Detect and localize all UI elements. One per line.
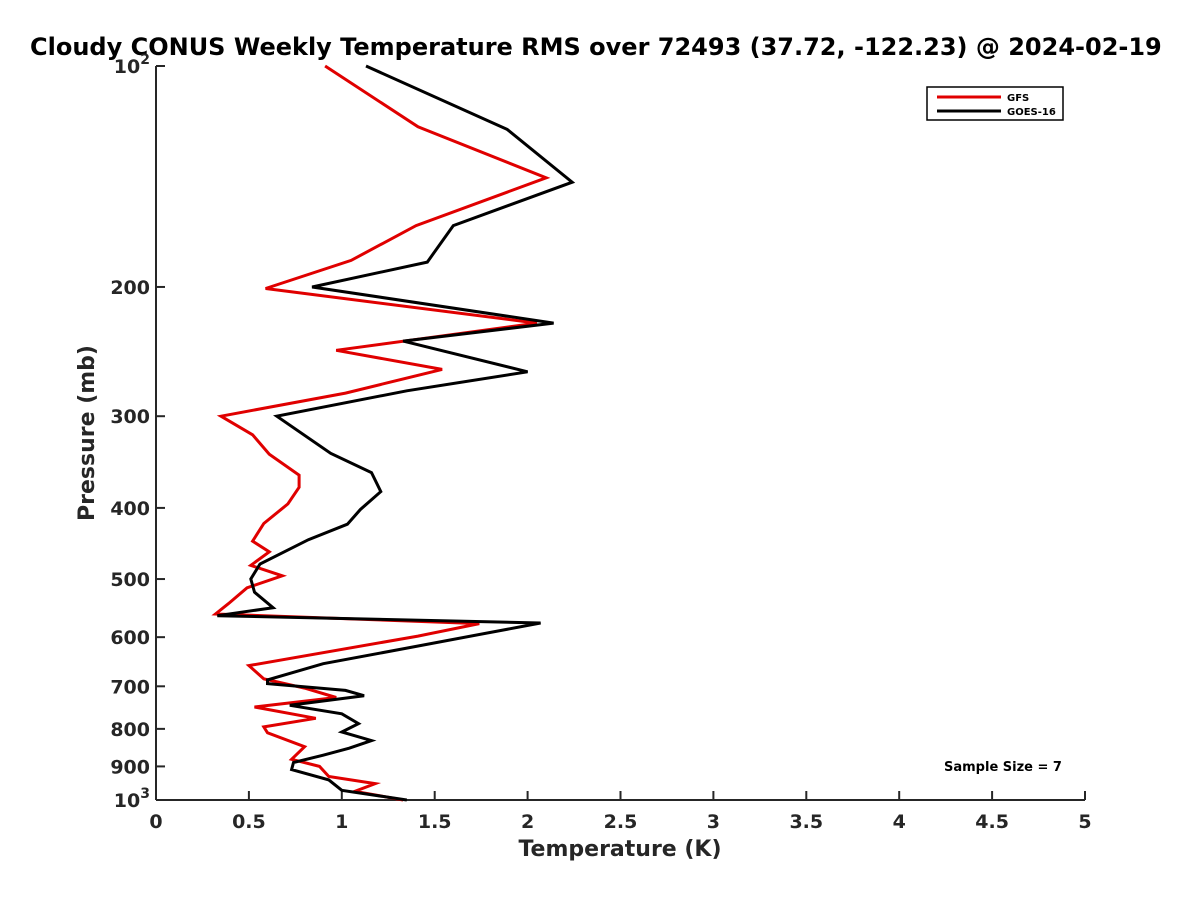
y-axis-label: Pressure (mb) <box>75 345 100 521</box>
legend: GFS GOES-16 <box>926 86 1064 121</box>
x-axis-ticks: 0 0.5 1 1.5 2 2.5 3 3.5 4 4.5 5 <box>149 791 1092 833</box>
axes <box>155 66 1085 801</box>
x-tick-label: 0 <box>149 811 162 833</box>
x-tick-label: 3 <box>707 811 720 833</box>
y-tick-label: 600 <box>110 627 150 649</box>
data-series <box>211 64 576 802</box>
legend-label: GOES-16 <box>1007 107 1056 118</box>
y-tick-label: 800 <box>110 719 150 741</box>
x-tick-label: 4 <box>893 811 906 833</box>
x-tick-label: 2 <box>521 811 534 833</box>
legend-label: GFS <box>1007 93 1029 104</box>
x-tick-label: 0.5 <box>232 811 266 833</box>
y-tick-label: 900 <box>110 756 150 778</box>
x-tick-label: 1.5 <box>418 811 452 833</box>
x-tick-label: 4.5 <box>975 811 1009 833</box>
legend-box <box>926 86 1064 121</box>
x-tick-label: 5 <box>1078 811 1091 833</box>
y-tick-label: 102 <box>114 52 150 78</box>
x-axis-label: Temperature (K) <box>518 837 721 862</box>
y-tick-label: 300 <box>110 406 150 428</box>
chart-title: Cloudy CONUS Weekly Temperature RMS over… <box>30 33 1162 61</box>
y-axis-ticks: 102 200 300 400 500 600 700 800 900 103 <box>110 52 165 812</box>
y-tick-label: 700 <box>110 676 150 698</box>
sample-size-annotation: Sample Size = 7 <box>944 760 1062 775</box>
series-line-gfs <box>211 64 551 802</box>
y-tick-label: 200 <box>110 277 150 299</box>
y-tick-label: 400 <box>110 498 150 520</box>
x-tick-label: 2.5 <box>604 811 638 833</box>
x-tick-label: 1 <box>335 811 348 833</box>
y-tick-label: 500 <box>110 569 150 591</box>
x-tick-label: 3.5 <box>789 811 823 833</box>
y-tick-label: 103 <box>114 786 150 812</box>
series-line-goes-16 <box>217 64 576 802</box>
